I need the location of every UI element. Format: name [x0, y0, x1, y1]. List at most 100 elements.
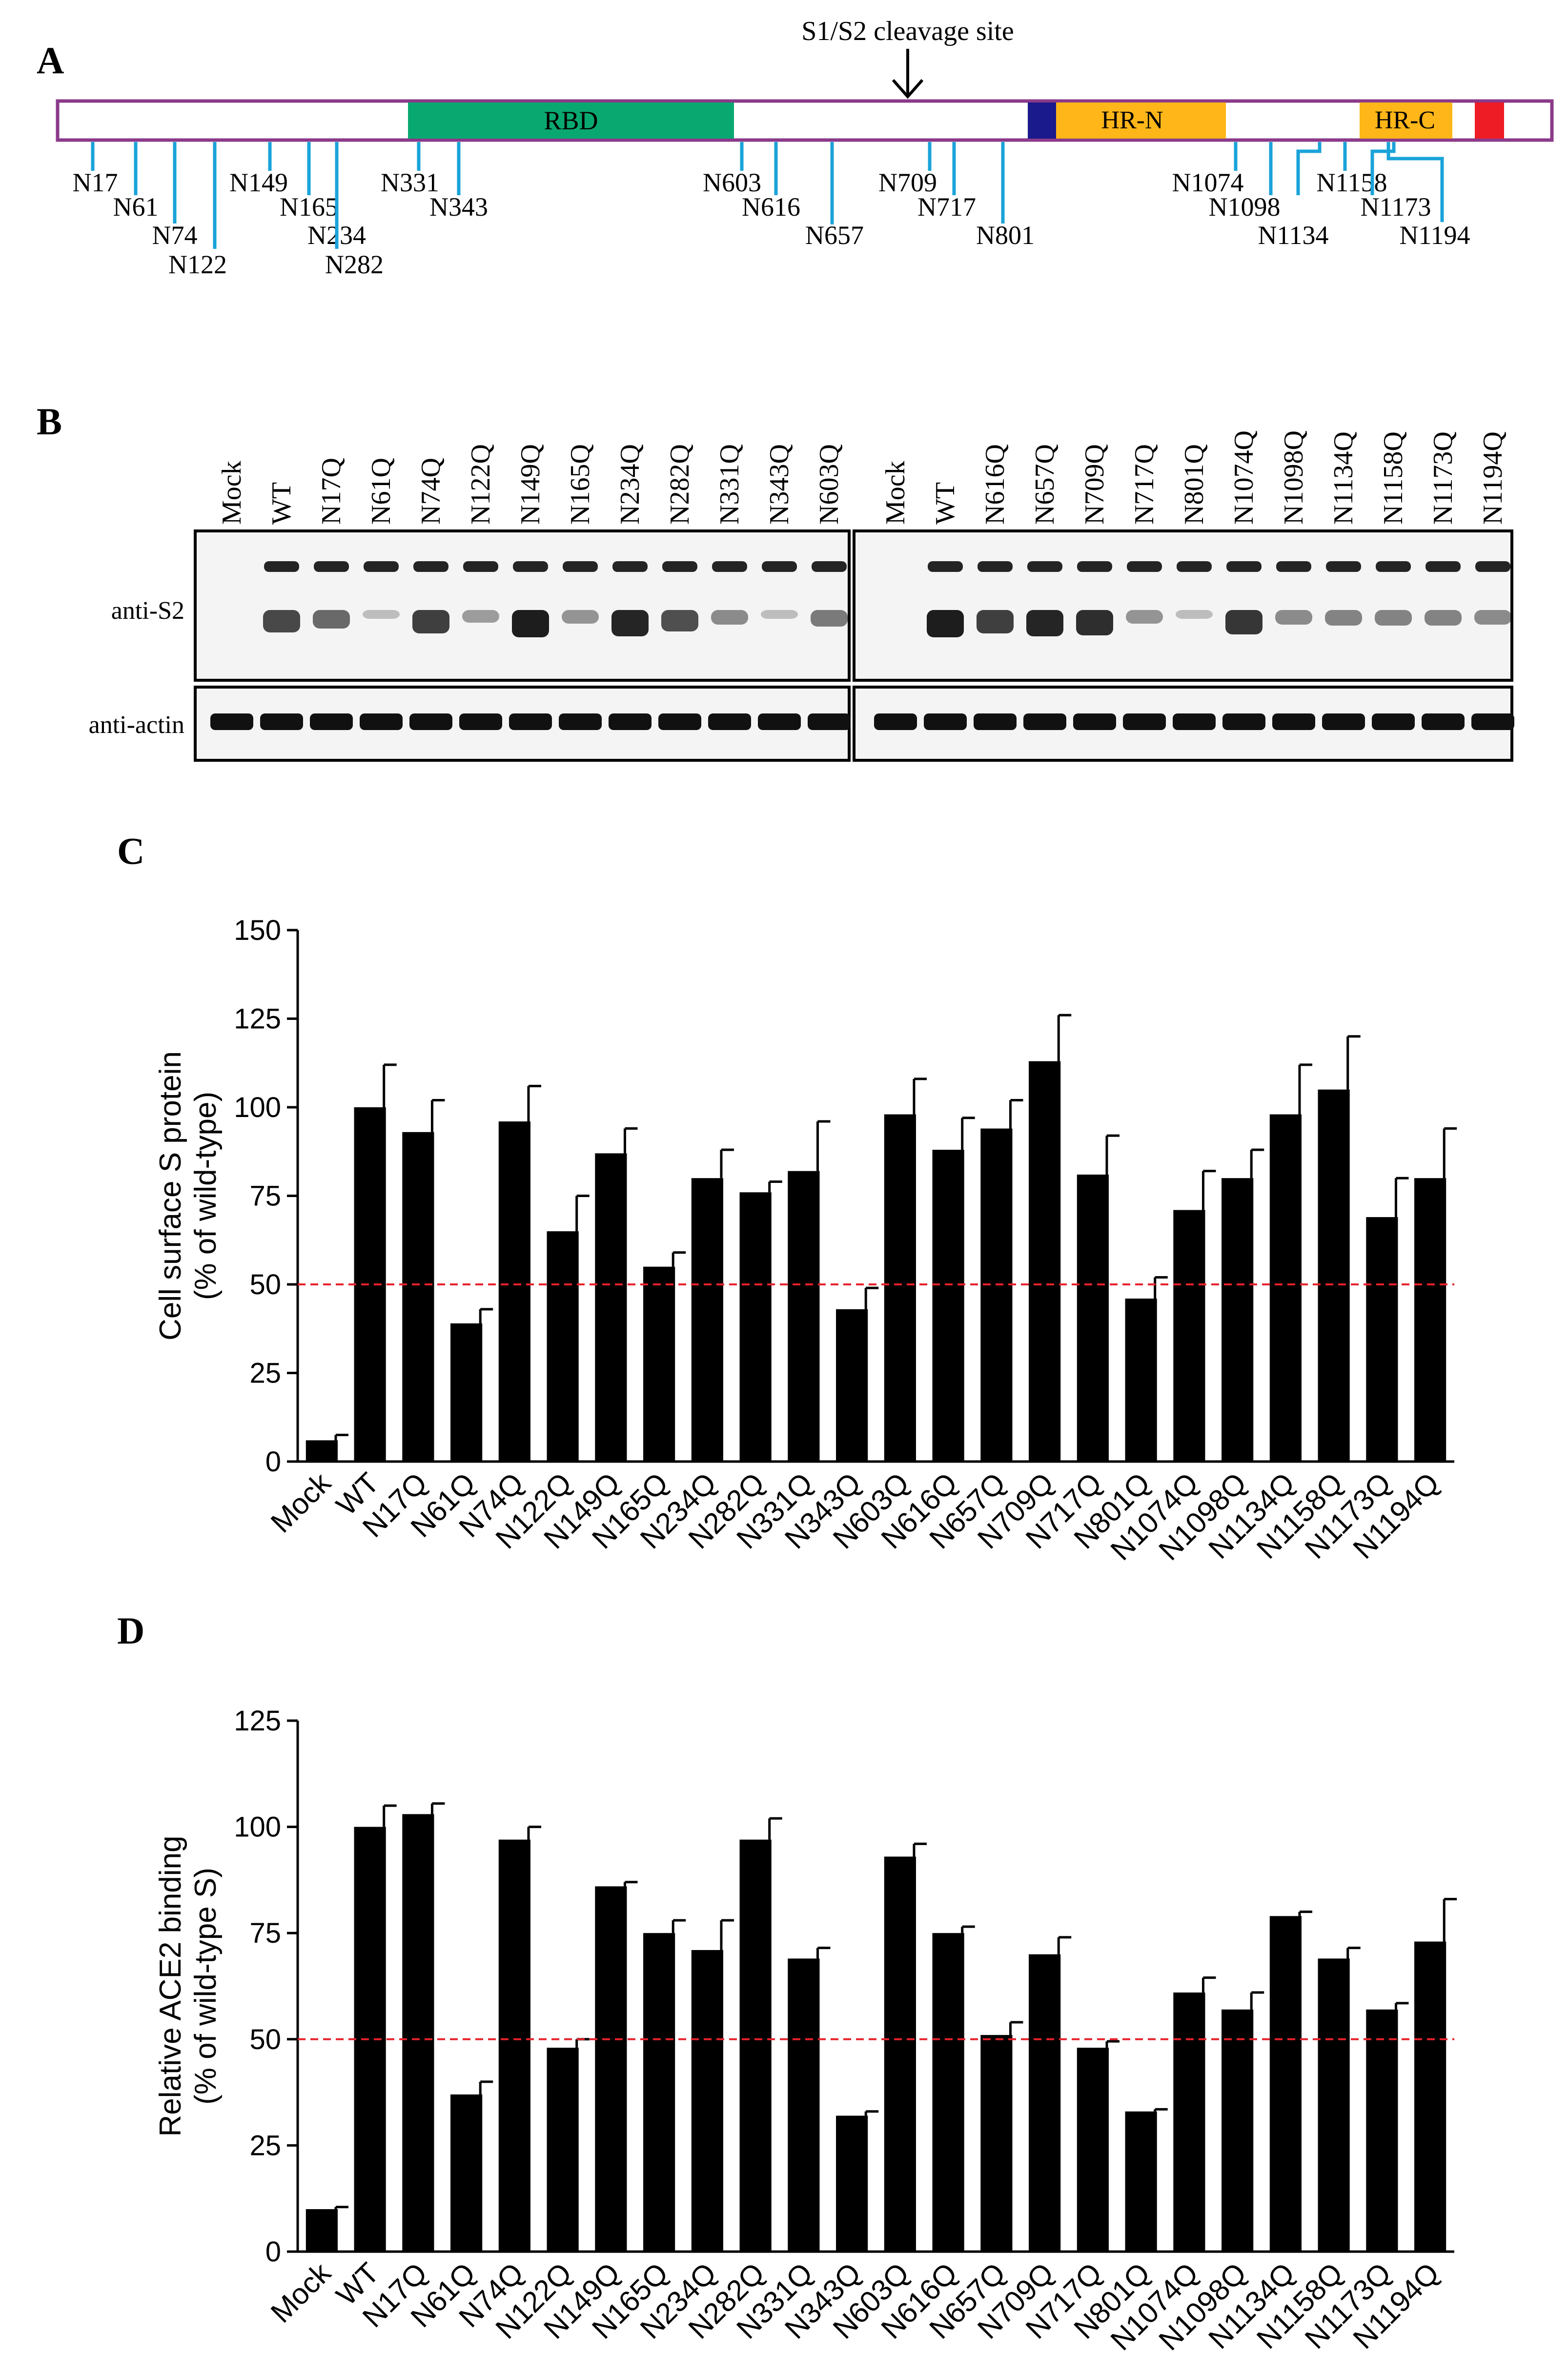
cleavage-arrow [892, 49, 924, 99]
bar [691, 1178, 723, 1462]
y-tick-label: 50 [249, 1269, 281, 1301]
blot-lane-label: N616Q [980, 444, 1010, 525]
band-s-full [612, 561, 648, 572]
band-actin [874, 713, 917, 730]
bar [691, 1950, 723, 2252]
glycosite-mark [1386, 142, 1444, 222]
glycosite-label: N282 [325, 250, 384, 279]
band-actin [509, 713, 552, 730]
blot-s2-right [853, 529, 1513, 682]
bar [836, 1309, 868, 1462]
blot-lane-label: N709Q [1079, 444, 1110, 525]
blot-lane-label: N717Q [1129, 444, 1160, 525]
band-s-full [1376, 561, 1411, 572]
band-actin [210, 713, 253, 730]
band-s2 [1275, 610, 1312, 625]
band-s2 [1225, 610, 1263, 634]
band-s2 [711, 610, 748, 625]
bar [1269, 1114, 1302, 1462]
domain-rbd [408, 102, 734, 139]
glycosite-label: N74 [152, 221, 198, 250]
bar [1222, 2009, 1254, 2252]
band-actin [808, 713, 851, 730]
band-s2 [1425, 610, 1462, 626]
band-s2 [1076, 610, 1113, 635]
glycosite-label: N343 [429, 192, 488, 222]
band-s-full [413, 561, 448, 572]
band-s-full [1027, 561, 1062, 572]
domain-hr-c-label: HR-C [1375, 106, 1435, 134]
band-actin [360, 713, 403, 730]
band-s2 [977, 610, 1014, 633]
protein-outline [56, 99, 1554, 142]
bar [884, 1114, 916, 1462]
band-s-full [712, 561, 747, 572]
blot-lane-label: N234Q [615, 444, 645, 525]
blot-lane-label: WT [266, 482, 297, 525]
panel-b-label: B [37, 400, 62, 443]
band-actin [658, 713, 701, 730]
band-actin [559, 713, 602, 730]
domain-transmembrane [1475, 102, 1504, 139]
band-s-full [1475, 561, 1510, 572]
anti-s2-label: anti-S2 [111, 597, 184, 625]
band-actin [1123, 713, 1166, 730]
blot-lane-label: N149Q [515, 444, 546, 525]
band-s2 [512, 610, 549, 637]
glycosite-mark [1296, 142, 1322, 195]
blot-lane-label: N331Q [714, 444, 745, 525]
glycosite-label: N61 [113, 192, 159, 222]
bar [1318, 1089, 1350, 1462]
y-tick-label: 100 [234, 1092, 281, 1123]
band-actin [260, 713, 303, 730]
blot-lane-label: N122Q [466, 444, 496, 525]
glycosite-label: N1074 [1172, 168, 1244, 197]
panel-d-label: D [117, 1609, 144, 1652]
glycosite-label: N331 [381, 168, 439, 197]
band-actin [924, 713, 967, 730]
band-s2 [313, 610, 350, 629]
bar [739, 1192, 772, 1462]
bar [1029, 1061, 1061, 1462]
band-s2 [263, 610, 300, 632]
blot-lane-label: N1098Q [1279, 430, 1309, 525]
blot-lane-label: N165Q [565, 444, 595, 525]
y-axis-title: Relative ACE2 binding [154, 1836, 187, 2137]
band-s2 [927, 610, 964, 637]
band-s-full [977, 561, 1013, 572]
bar [1366, 1217, 1398, 1462]
band-s-full [928, 561, 963, 572]
y-tick-label: 0 [265, 2236, 281, 2268]
glycosite-label: N1194 [1400, 221, 1470, 250]
band-actin [459, 713, 502, 730]
bar [547, 1231, 579, 1462]
bar [595, 1153, 627, 1462]
blot-lane-label: Mock [880, 461, 911, 525]
spike-schematic: RBD HR-N HR-C N17N61N74N122N149N165N234N… [56, 99, 1554, 279]
band-s2 [611, 610, 649, 636]
band-s-full [812, 561, 847, 572]
blot-lane-label: WT [930, 482, 960, 525]
band-s-full [463, 561, 498, 572]
glycosite-label: N1098 [1209, 192, 1281, 222]
cleavage-site-label: S1/S2 cleavage site [801, 16, 1014, 46]
band-s2 [1325, 610, 1362, 626]
glycosite-label: N717 [917, 192, 976, 222]
band-s2 [761, 610, 798, 619]
western-blot: anti-S2 anti-actin Mock WT N17Q N61Q N74Q N12… [89, 430, 1514, 762]
domain-fusion-peptide [1028, 102, 1056, 139]
y-tick-label: 100 [234, 1811, 281, 1843]
band-s-full [762, 561, 797, 572]
blot-lane-label: N74Q [416, 458, 446, 525]
band-actin [708, 713, 751, 730]
band-actin [974, 713, 1017, 730]
bar [595, 1886, 627, 2252]
bar [547, 2048, 579, 2252]
bar [1029, 1954, 1061, 2252]
blot-lane-label: N61Q [366, 458, 396, 525]
band-s-full [314, 561, 349, 572]
bar [932, 1150, 964, 1462]
y-tick-label: 150 [234, 915, 281, 946]
band-s-full [1226, 561, 1262, 572]
glycosite-label: N801 [976, 221, 1035, 250]
